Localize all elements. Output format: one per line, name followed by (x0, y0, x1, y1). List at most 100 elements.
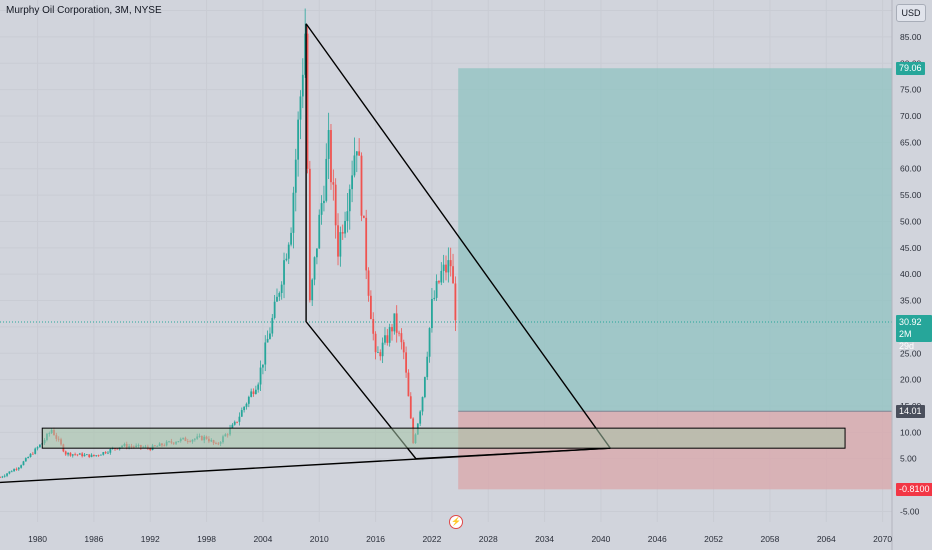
price-axis: -5.005.0010.0015.0020.0025.0030.0035.004… (891, 0, 932, 550)
last-price-value: 30.92 (899, 317, 922, 328)
stop-zone (458, 411, 892, 490)
stop-price-label: -0.8100 (896, 482, 932, 496)
candle-body (381, 342, 384, 357)
candle-body (367, 270, 370, 296)
candle-body (102, 452, 105, 455)
x-tick-label: 2046 (648, 534, 667, 544)
time-axis: 1980 1986 1992 1998 2004 2010 2016 2022 2028 2034… (28, 534, 892, 544)
candle-body (36, 447, 39, 449)
x-tick-label: 2058 (760, 534, 779, 544)
candle-body (365, 217, 368, 271)
symbol-title: Murphy Oil Corporation, 3M, NYSE (6, 5, 162, 16)
position-zones (458, 68, 892, 490)
last-price-label: 30.92 2M 29d (896, 315, 932, 351)
y-tick-label: 65.00 (900, 137, 922, 147)
candle-body (431, 298, 433, 329)
candle-body (374, 333, 377, 353)
candle-body (247, 396, 250, 404)
x-tick-label: 2040 (591, 534, 610, 544)
candle-body (81, 453, 84, 457)
x-tick-label: 2064 (817, 534, 836, 544)
candle-body (308, 168, 311, 301)
candle-body (358, 151, 361, 156)
x-tick-label: 2070 (873, 534, 892, 544)
y-tick-label: 45.00 (900, 243, 922, 253)
candle-body (384, 335, 386, 343)
candle-body (339, 232, 342, 257)
candle-body (330, 130, 332, 183)
candle-body (262, 364, 264, 368)
candle-body (391, 327, 393, 332)
candle-body (240, 410, 243, 417)
candle-body (0, 477, 1, 478)
candle-body (97, 455, 100, 457)
x-tick-label: 2004 (253, 534, 272, 544)
x-tick-label: 2022 (422, 534, 441, 544)
candle-body (315, 248, 318, 258)
candle-body (379, 352, 382, 357)
candle-body (369, 295, 372, 320)
candle-body (269, 333, 271, 339)
candle-body (88, 454, 91, 458)
candle-body (238, 416, 241, 422)
candle-body (280, 284, 283, 294)
candle-body (428, 328, 431, 357)
candle-body (264, 342, 267, 365)
candle-body (393, 313, 396, 332)
candle-body (423, 377, 426, 398)
long-term-trendline (0, 447, 611, 484)
candle-body (388, 327, 391, 343)
x-tick-label: 1986 (84, 534, 103, 544)
y-tick-label: -5.00 (900, 506, 920, 516)
x-tick-label: 1980 (28, 534, 47, 544)
candle-body (398, 332, 400, 334)
candle-body (360, 155, 363, 216)
candle-body (34, 448, 37, 454)
x-tick-label: 2034 (535, 534, 554, 544)
candle-body (10, 471, 13, 473)
candle-body (334, 184, 337, 226)
candle-body (377, 352, 379, 353)
dividends-event-icon[interactable]: ⚡ (449, 515, 463, 529)
candle-body (454, 283, 457, 321)
candle-body (278, 293, 281, 297)
candle-body (78, 453, 81, 455)
y-tick-label: 40.00 (900, 269, 922, 279)
bar-countdown: 2M 29d (899, 329, 915, 352)
candle-body (449, 260, 452, 267)
y-tick-label: 75.00 (900, 85, 922, 95)
candle-body (100, 454, 102, 456)
candle-body (3, 475, 6, 477)
candle-body (231, 424, 234, 429)
y-tick-label: 20.00 (900, 375, 922, 385)
candle-body (318, 214, 321, 249)
drawing-tools (0, 23, 846, 484)
candle-body (438, 281, 440, 283)
candle-body (320, 203, 323, 215)
candle-body (69, 452, 72, 456)
currency-button[interactable]: USD (896, 4, 926, 22)
y-tick-label: 10.00 (900, 427, 922, 437)
candle-body (400, 333, 403, 343)
y-tick-label: 35.00 (900, 296, 922, 306)
candle-body (447, 260, 450, 273)
candle-body (116, 448, 119, 450)
candle-body (250, 391, 253, 397)
candle-body (259, 367, 262, 385)
candle-body (421, 397, 424, 412)
x-tick-label: 2028 (479, 534, 498, 544)
candle-body (271, 317, 274, 334)
candle-body (149, 448, 152, 451)
candle-body (311, 279, 314, 301)
y-tick-label: 50.00 (900, 216, 922, 226)
candle-body (386, 335, 389, 343)
candle-body (95, 455, 98, 457)
candle-body (297, 119, 300, 160)
candle-body (1, 476, 4, 478)
x-tick-label: 1992 (141, 534, 160, 544)
candle-body (283, 260, 285, 285)
candle-body (104, 452, 107, 454)
candle-body (419, 411, 422, 424)
candle-body (24, 458, 27, 462)
